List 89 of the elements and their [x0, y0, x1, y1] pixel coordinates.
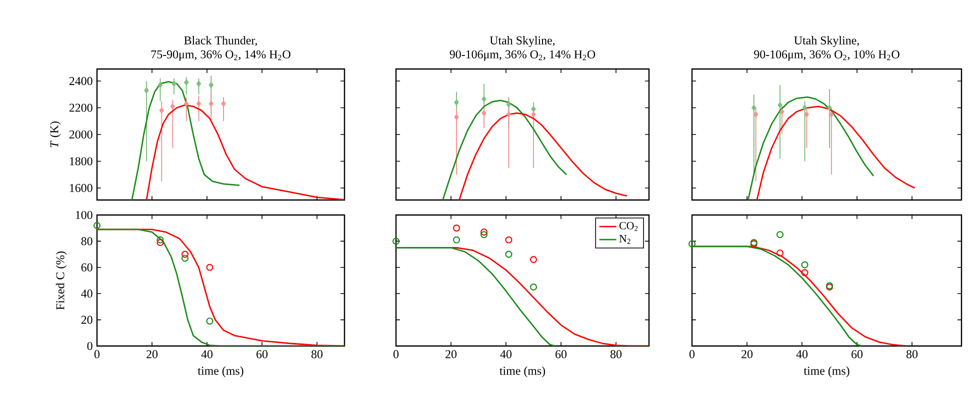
- point: [751, 104, 756, 111]
- point: [482, 110, 486, 116]
- y-tick-label: 20: [81, 316, 92, 324]
- point: [172, 80, 176, 87]
- y-tick-label: 2200: [69, 104, 92, 112]
- y-axis-title: T (K): [50, 122, 61, 148]
- x-tick-label: 60: [556, 350, 567, 358]
- x-tick-label: 40: [201, 350, 213, 358]
- point: [506, 101, 512, 108]
- x-tick-label: 0: [94, 350, 100, 358]
- legend-label: CO$_{2}$: [619, 222, 638, 231]
- y-tick-label: 100: [76, 210, 92, 220]
- point: [778, 102, 782, 108]
- chart-subtitle: 75-90μm, 36% O$_{2}$, 14% H$_{2}$O: [151, 50, 290, 61]
- point: [170, 103, 176, 110]
- point: [801, 269, 808, 276]
- x-tick-label: 60: [256, 350, 268, 358]
- chart-title: Black Thunder,: [184, 36, 257, 46]
- y-tick-label: 1800: [70, 157, 92, 166]
- chart-title: Utah Skyline,: [794, 36, 859, 47]
- y-tick-label: 80: [81, 237, 92, 246]
- point: [482, 96, 486, 102]
- chart-title: Utah Skyline,: [490, 36, 555, 47]
- point: [208, 100, 214, 107]
- x-tick-label: 40: [796, 350, 808, 358]
- y-axis-title: Fixed C (%): [56, 251, 67, 310]
- x-tick-label: 40: [500, 350, 512, 358]
- point: [779, 108, 784, 115]
- point: [206, 264, 214, 271]
- point: [156, 236, 164, 244]
- point: [531, 111, 536, 118]
- chart-subtitle: 90-106μm, 36% O$_{2}$, 10% H$_{2}$O: [754, 50, 900, 61]
- x-axis-title: time (ms): [804, 366, 850, 378]
- point: [828, 111, 834, 118]
- point: [480, 231, 488, 238]
- x-tick-label: 80: [906, 350, 918, 358]
- point: [452, 236, 460, 244]
- x-axis-title: time (ms): [500, 366, 546, 378]
- x-tick-label: 0: [393, 350, 399, 358]
- point: [505, 250, 512, 258]
- point: [206, 318, 214, 325]
- point: [753, 111, 758, 118]
- x-tick-label: 80: [610, 350, 622, 358]
- point: [184, 79, 189, 86]
- point: [208, 82, 214, 88]
- x-axis-title: time (ms): [198, 366, 244, 378]
- point: [184, 100, 189, 107]
- point: [181, 250, 189, 258]
- x-tick-label: 20: [446, 350, 457, 358]
- point: [221, 100, 226, 107]
- point: [688, 240, 696, 248]
- point: [480, 228, 488, 236]
- y-tick-label: 2400: [69, 76, 92, 86]
- x-tick-label: 20: [742, 350, 753, 358]
- point: [454, 114, 459, 120]
- point: [196, 80, 202, 87]
- point: [827, 104, 832, 111]
- point: [452, 224, 460, 232]
- point: [801, 261, 808, 268]
- point: [144, 87, 149, 94]
- point: [802, 104, 808, 111]
- chart-subtitle: 90-106μm, 36% O$_{2}$, 14% H$_{2}$O: [450, 50, 596, 61]
- x-tick-label: 0: [689, 350, 695, 358]
- point: [181, 254, 189, 262]
- y-tick-label: 1600: [70, 184, 92, 192]
- point: [531, 106, 536, 112]
- point: [530, 284, 538, 291]
- point: [158, 82, 163, 88]
- point: [159, 107, 164, 114]
- point: [156, 238, 164, 246]
- y-tick-label: 60: [81, 263, 92, 272]
- point: [804, 111, 810, 118]
- line-series: [131, 81, 240, 200]
- y-tick-label: 0: [87, 342, 92, 350]
- point: [392, 238, 400, 245]
- point: [454, 99, 459, 106]
- x-tick-label: 60: [852, 350, 863, 358]
- point: [505, 236, 512, 244]
- y-tick-label: 40: [81, 290, 92, 298]
- point: [196, 100, 202, 107]
- point: [776, 249, 784, 257]
- y-tick-label: 2000: [69, 130, 92, 139]
- legend-label: N$_{2}$: [619, 235, 630, 244]
- point: [506, 111, 512, 118]
- x-tick-label: 20: [146, 350, 158, 358]
- point: [530, 256, 538, 264]
- point: [93, 222, 101, 230]
- x-tick-label: 80: [311, 350, 323, 358]
- point: [776, 231, 784, 238]
